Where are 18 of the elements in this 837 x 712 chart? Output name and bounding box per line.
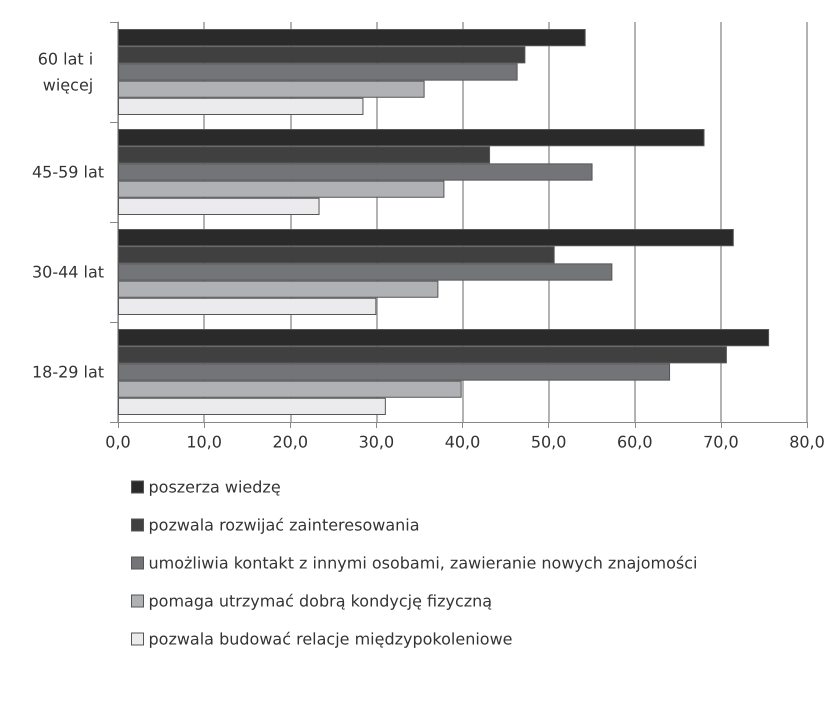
- y-tick-label: 30-44 lat: [32, 262, 104, 282]
- y-tick-label: 45-59 lat: [32, 162, 104, 182]
- y-tick-label: 60 lat i więcej: [38, 50, 98, 94]
- x-tick-label: 40,0: [444, 432, 480, 452]
- legend-label: pozwala rozwijać zainteresowania: [148, 516, 420, 534]
- x-tick-label: 70,0: [703, 432, 739, 452]
- legend-label: umożliwia kontakt z innymi osobami, zawieranie nowych znajomości: [148, 554, 698, 572]
- x-tick-label: 0,0: [105, 432, 131, 452]
- x-tick-label: 50,0: [530, 432, 566, 452]
- y-tick-label: 18-29 lat: [32, 362, 104, 382]
- legend-label: poszerza wiedzę: [148, 478, 281, 496]
- legend-label: pomaga utrzymać dobrą kondycję fizyczną: [148, 592, 492, 610]
- x-tick-label: 60,0: [616, 432, 653, 452]
- x-tick-label: 30,0: [358, 432, 394, 452]
- x-tick-label: 10,0: [186, 432, 222, 452]
- x-tick-label: 20,0: [272, 432, 308, 452]
- x-tick-label: 80,0: [789, 432, 825, 452]
- legend-label: pozwala budować relacje międzypokoleniowe: [148, 630, 512, 648]
